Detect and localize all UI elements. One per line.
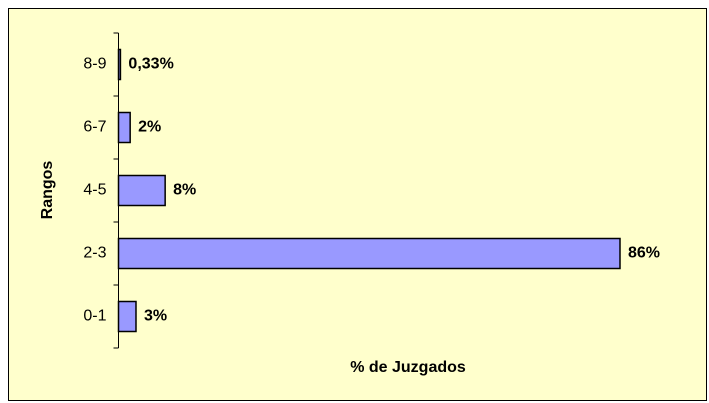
y-axis-title: Rangos [39, 161, 56, 220]
bar [117, 300, 137, 333]
bar [117, 174, 166, 207]
data-label: 3% [144, 308, 167, 325]
data-label: 86% [628, 245, 660, 262]
data-label: 2% [138, 119, 161, 136]
chart-background [8, 8, 707, 401]
y-tick-label: 6-7 [83, 119, 106, 136]
data-label: 8% [173, 182, 196, 199]
bar [117, 48, 122, 81]
y-tick-label: 0-1 [83, 308, 106, 325]
bar [117, 237, 621, 270]
y-tick-label: 2-3 [83, 245, 106, 262]
data-label: 0,33% [128, 56, 173, 73]
bar [117, 111, 131, 144]
y-tick-label: 4-5 [83, 182, 106, 199]
x-axis-title: % de Juzgados [350, 359, 466, 376]
y-tick-label: 8-9 [83, 56, 106, 73]
